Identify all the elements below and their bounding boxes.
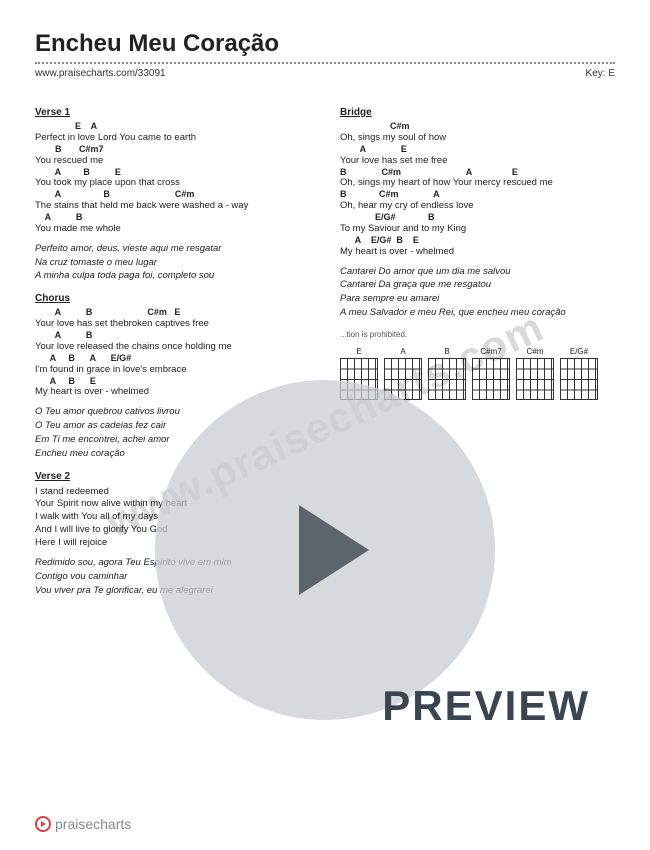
chord-diagram-grid <box>384 358 422 400</box>
chord-diagram-label: C#m <box>516 347 554 356</box>
lyric-line: Oh, hear my cry of endless love <box>340 200 615 212</box>
chord-diagram-grid <box>516 358 554 400</box>
lyric-line: Oh, sings my heart of how Your mercy res… <box>340 177 615 189</box>
key-label: Key: E <box>586 68 615 79</box>
chord-line: B C#m7 <box>35 145 310 155</box>
translation-line: Para sempre eu amarei <box>340 293 615 306</box>
chord-line: A E/G# B E <box>340 236 615 246</box>
chord-diagram-grid <box>560 358 598 400</box>
chord-line: B C#m A <box>340 190 615 200</box>
translation-line: A minha culpa toda paga foi, completo so… <box>35 270 310 283</box>
chord-diagram-label: E/G# <box>560 347 598 356</box>
lyric-line: You made me whole <box>35 223 310 235</box>
lyric-line: You rescued me <box>35 155 310 167</box>
translation-line: O Teu amor as cadeias fez cair <box>35 420 310 433</box>
lyric-line: Oh, sings my soul of how <box>340 132 615 144</box>
translation-block: O Teu amor quebrou cativos livrouO Teu a… <box>35 406 310 460</box>
chord-diagram: C#m <box>516 347 554 400</box>
chord-diagram-label: E <box>340 347 378 356</box>
chord-line: A B E <box>35 168 310 178</box>
translation-line: Cantarei Do amor que um dia me salvou <box>340 266 615 279</box>
chord-line: A B C#m E <box>35 308 310 318</box>
lyric-line: My heart is over - whelmed <box>35 386 310 398</box>
chord-diagram-grid <box>428 358 466 400</box>
chord-line: E/G# B <box>340 213 615 223</box>
copyright-note: ...tion is prohibited. <box>340 330 615 339</box>
chord-diagram-grid <box>472 358 510 400</box>
lyric-line: Your love has set me free <box>340 155 615 167</box>
chord-diagram-label: A <box>384 347 422 356</box>
section-heading: Verse 1 <box>35 107 310 118</box>
lyric-line: Here I will rejoice <box>35 537 310 549</box>
translation-block: Perfeito amor, deus, vieste aqui me resg… <box>35 243 310 283</box>
lyric-line: Perfect in love Lord You came to earth <box>35 132 310 144</box>
translation-line: O Teu amor quebrou cativos livrou <box>35 406 310 419</box>
chord-diagram-grid <box>340 358 378 400</box>
lyric-line: The stains that held me back were washed… <box>35 200 310 212</box>
chord-line: A B <box>35 331 310 341</box>
chord-line: E A <box>35 122 310 132</box>
chord-diagram: E <box>340 347 378 400</box>
lyric-line: Your Spirit now alive within my heart <box>35 498 310 510</box>
lyric-line: I'm found in grace in love's embrace <box>35 364 310 376</box>
brand-footer: praisecharts <box>35 816 131 832</box>
chord-diagram: B <box>428 347 466 400</box>
translation-block: Cantarei Do amor que um dia me salvouCan… <box>340 266 615 320</box>
content-columns: Verse 1 E APerfect in love Lord You came… <box>35 97 615 605</box>
translation-line: Perfeito amor, deus, vieste aqui me resg… <box>35 243 310 256</box>
translation-line: A meu Salvador e meu Rei, que encheu meu… <box>340 307 615 320</box>
chord-line: A B <box>35 213 310 223</box>
translation-line: Em Ti me encontrei, achei amor <box>35 434 310 447</box>
chord-diagram-label: C#m7 <box>472 347 510 356</box>
translation-line: Encheu meu coração <box>35 448 310 461</box>
lyric-line: I walk with You all of my days <box>35 511 310 523</box>
page-title: Encheu Meu Coração <box>35 30 615 58</box>
meta-row: www.praisecharts.com/33091 Key: E <box>35 68 615 79</box>
chord-diagram-label: B <box>428 347 466 356</box>
chord-line: B C#m A E <box>340 168 615 178</box>
chord-line: A E <box>340 145 615 155</box>
column-left: Verse 1 E APerfect in love Lord You came… <box>35 97 310 605</box>
section-heading: Bridge <box>340 107 615 118</box>
lyric-line: You took my place upon that cross <box>35 177 310 189</box>
lyric-line: And I will live to glorify You God <box>35 524 310 536</box>
translation-line: Contigo vou caminhar <box>35 571 310 584</box>
divider <box>35 62 615 64</box>
chord-line: A B E <box>35 377 310 387</box>
lyric-line: Your love released the chains once holdi… <box>35 341 310 353</box>
translation-line: Na cruz tomaste o meu lugar <box>35 257 310 270</box>
translation-block: Redimido sou, agora Teu Espírito vive em… <box>35 557 310 597</box>
brand-name: praisecharts <box>55 816 131 832</box>
chord-line: C#m <box>340 122 615 132</box>
source-url: www.praisecharts.com/33091 <box>35 68 166 79</box>
play-logo-icon <box>35 816 51 832</box>
section-heading: Chorus <box>35 293 310 304</box>
translation-line: Cantarei Da graça que me resgatou <box>340 279 615 292</box>
preview-label: PREVIEW <box>382 682 590 730</box>
translation-line: Redimido sou, agora Teu Espírito vive em… <box>35 557 310 570</box>
column-right: Bridge C#mOh, sings my soul of how A EYo… <box>340 97 615 605</box>
lyric-line: To my Saviour and to my King <box>340 223 615 235</box>
chord-line: A B A E/G# <box>35 354 310 364</box>
lyric-line: My heart is over - whelmed <box>340 246 615 258</box>
lyric-line: I stand redeemed <box>35 486 310 498</box>
chord-diagram: A <box>384 347 422 400</box>
chord-line: A B C#m <box>35 190 310 200</box>
lyric-line: Your love has set thebroken captives fre… <box>35 318 310 330</box>
chord-diagram: C#m7 <box>472 347 510 400</box>
section-heading: Verse 2 <box>35 471 310 482</box>
chord-diagram-row: EAB C#m7 C#m E/G# <box>340 347 615 400</box>
chord-diagram: E/G# <box>560 347 598 400</box>
translation-line: Vou viver pra Te glorificar, eu me alegr… <box>35 585 310 598</box>
